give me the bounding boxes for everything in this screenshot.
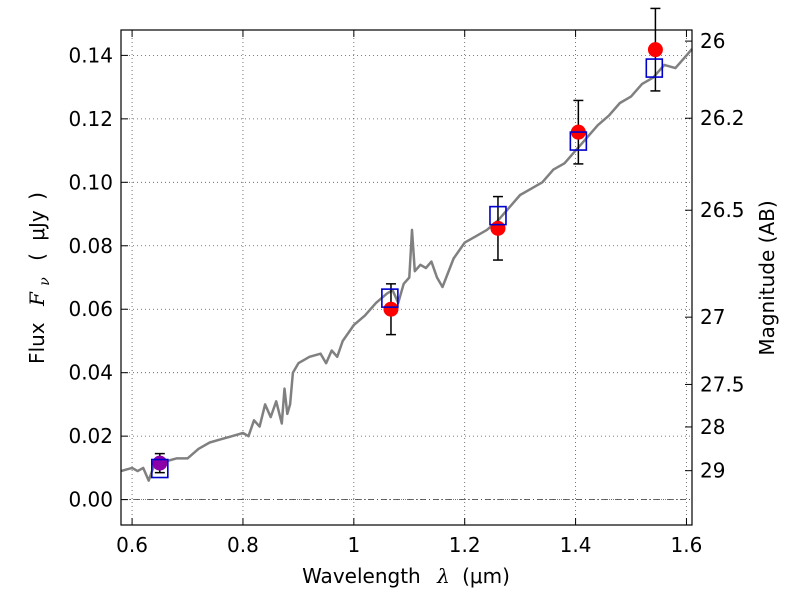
plot-frame <box>120 29 693 526</box>
spectrum-layer <box>120 48 693 482</box>
y-axis-unit-close: ) <box>25 192 49 200</box>
x-axis-unit: (μm) <box>462 564 510 588</box>
y-tick-label: 0.14 <box>68 43 113 67</box>
model-point-square <box>151 458 169 479</box>
y2-tick-label: 26.2 <box>700 106 745 130</box>
y-axis-symbol: F <box>25 291 49 307</box>
data-point-circle <box>490 220 506 236</box>
model-point-square <box>489 205 507 226</box>
y-tick-label: 0.04 <box>68 361 113 385</box>
y-axis-title: Flux F ν ( μJy ) <box>25 192 54 364</box>
y-tick-label: 0.12 <box>68 107 113 131</box>
y2-tick-label: 27 <box>700 305 725 329</box>
y2-tick-label: 26.5 <box>700 198 745 222</box>
data-point-circle <box>383 301 399 317</box>
model-point-square <box>569 131 588 151</box>
x-tick-label: 1.6 <box>671 533 703 557</box>
y-tick-label: 0.10 <box>68 170 113 194</box>
y-tick-label: 0.08 <box>68 234 113 258</box>
y-axis-unit-open: ( <box>25 253 49 261</box>
template-spectrum-line <box>120 48 693 482</box>
x-tick-label: 0.6 <box>116 533 148 557</box>
y-axis-label: Flux <box>25 322 49 364</box>
x-tick-label: 1 <box>347 533 360 557</box>
model-point-square <box>645 58 664 78</box>
x-tick-label: 1.2 <box>449 533 481 557</box>
y2-tick-label: 27.5 <box>700 372 745 396</box>
data-point-circle <box>647 42 663 58</box>
y-tick-label: 0.06 <box>68 297 113 321</box>
y2-tick-label: 29 <box>700 459 725 483</box>
y-axis-unit: μJy <box>25 210 49 241</box>
x-axis-label: Wavelength <box>302 564 421 588</box>
x-axis-title: Wavelength λ (μm) <box>302 564 510 588</box>
ticks-layer: 0.6 0.8 1 1.2 1.4 1.6 0.00 0.02 0.04 0.06 0.08 0.10… <box>68 29 744 557</box>
x-axis-symbol: λ <box>436 564 450 588</box>
points-layer <box>151 7 664 479</box>
y2-axis-title: Magnitude (AB) <box>755 200 779 355</box>
data-point-circle <box>152 455 168 471</box>
axes-layer <box>120 29 693 526</box>
y-axis-subscript: ν <box>37 277 53 286</box>
y2-tick-label: 28 <box>700 415 725 439</box>
x-tick-label: 0.8 <box>227 533 259 557</box>
x-tick-label: 1.4 <box>560 533 592 557</box>
grid-layer <box>121 30 692 525</box>
y2-tick-label: 26 <box>700 29 725 53</box>
y-tick-label: 0.00 <box>68 488 113 512</box>
model-point-square <box>381 288 399 308</box>
y-tick-label: 0.02 <box>68 424 113 448</box>
